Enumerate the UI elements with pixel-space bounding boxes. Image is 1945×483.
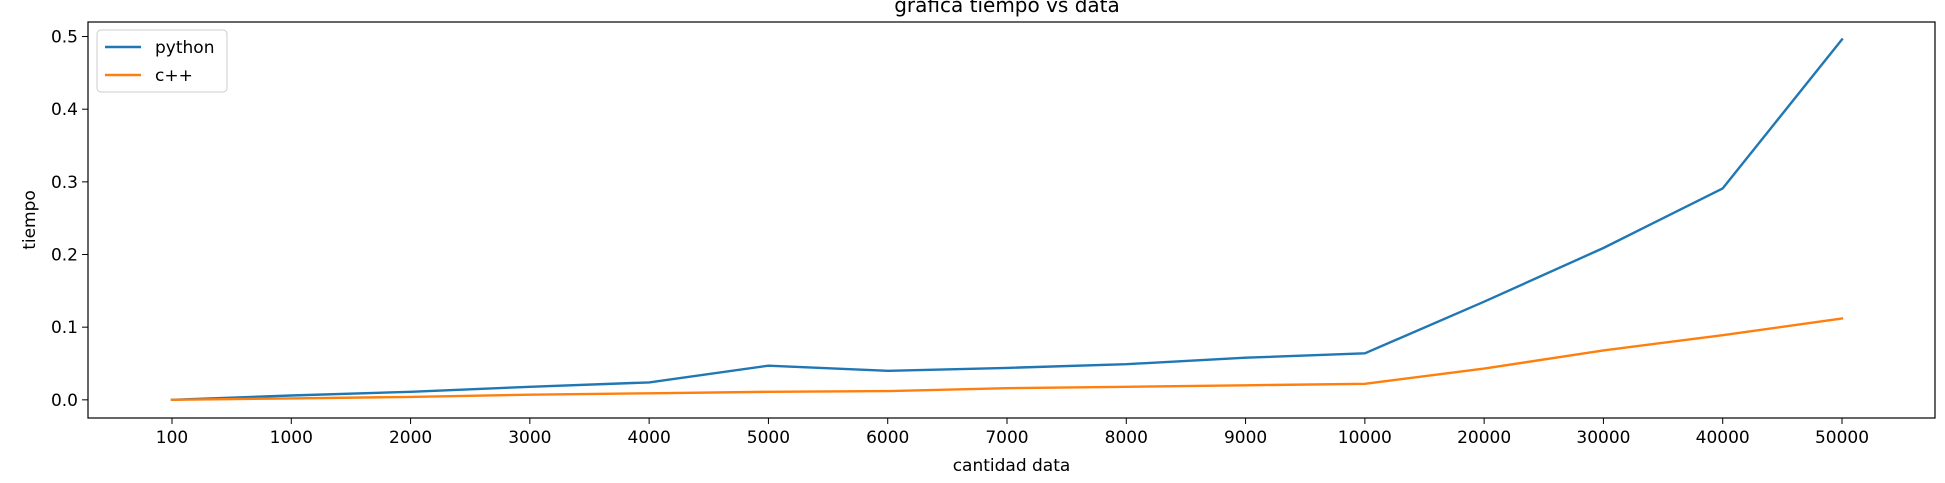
y-axis: 0.0 0.1 0.2 0.3 0.4 0.5 [51, 28, 88, 411]
y-tick-label: 0.2 [51, 246, 78, 266]
x-tick-label: 3000 [508, 428, 551, 448]
series-line-python [170, 37, 1844, 402]
x-tick-label: 2000 [389, 428, 432, 448]
y-tick-label: 0.0 [51, 391, 78, 411]
legend-label: c++ [155, 66, 193, 86]
x-tick-label: 4000 [628, 428, 671, 448]
x-tick-label: 6000 [866, 428, 909, 448]
plot-area [170, 37, 1844, 402]
x-axis: 100 1000 2000 3000 4000 5000 6000 7000 8000 9000 1… [156, 418, 1869, 448]
legend: python c++ [96, 29, 228, 93]
y-tick-label: 0.4 [51, 100, 78, 120]
x-tick-label: 1000 [270, 428, 313, 448]
y-tick-label: 0.1 [51, 318, 78, 338]
y-tick-label: 0.5 [51, 28, 78, 48]
x-tick-label: 9000 [1224, 428, 1267, 448]
x-tick-label: 100 [156, 428, 188, 448]
x-tick-label: 40000 [1696, 428, 1750, 448]
legend-label: python [155, 38, 214, 58]
x-tick-label: 7000 [985, 428, 1028, 448]
axes-frame [87, 21, 1936, 419]
x-tick-label: 10000 [1338, 428, 1392, 448]
chart-title: grafica tiempo vs data [894, 0, 1120, 17]
x-tick-label: 8000 [1105, 428, 1148, 448]
x-tick-label: 20000 [1457, 428, 1511, 448]
series-line-c- [170, 317, 1844, 402]
x-tick-label: 30000 [1576, 428, 1630, 448]
x-tick-label: 5000 [747, 428, 790, 448]
x-axis-label: cantidad data [953, 456, 1071, 476]
x-tick-label: 50000 [1815, 428, 1869, 448]
y-tick-label: 0.3 [51, 173, 78, 193]
y-axis-label: tiempo [20, 190, 40, 250]
legend-box [96, 29, 228, 93]
